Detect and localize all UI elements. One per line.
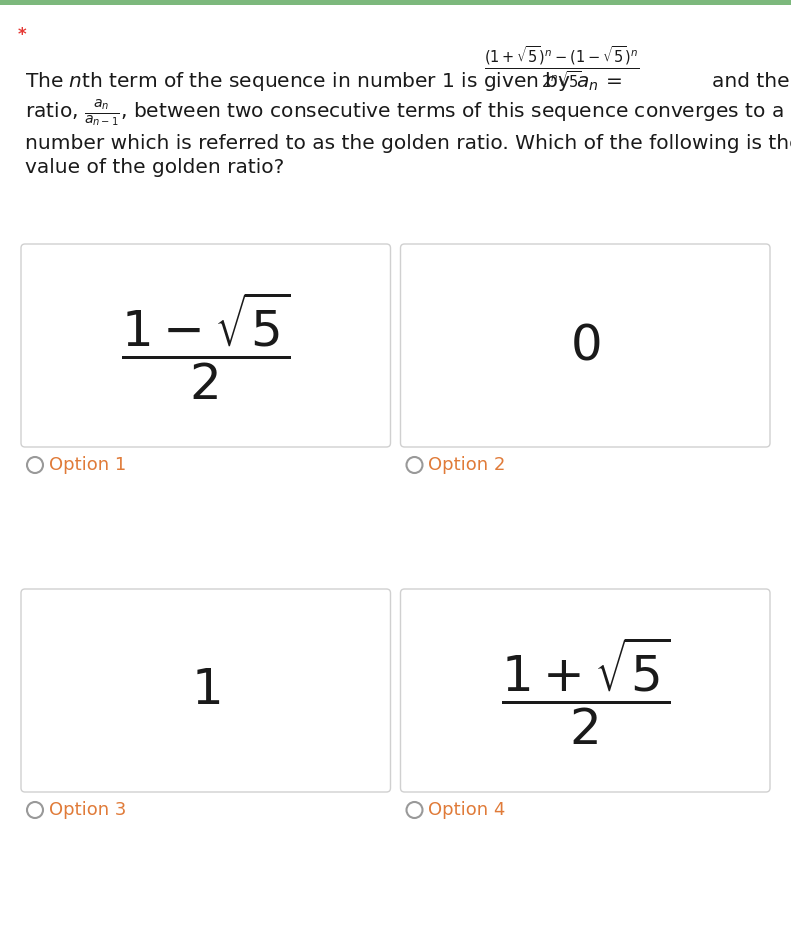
FancyBboxPatch shape [400, 589, 770, 792]
Text: Option 1: Option 1 [49, 456, 127, 474]
Text: $0$: $0$ [570, 321, 600, 369]
Text: Option 4: Option 4 [429, 801, 506, 819]
Text: The $n$th term of the sequence in number 1 is given by $a_n\,=$: The $n$th term of the sequence in number… [25, 70, 622, 93]
FancyBboxPatch shape [21, 244, 391, 447]
Text: *: * [18, 26, 27, 44]
FancyBboxPatch shape [21, 589, 391, 792]
Text: Option 3: Option 3 [49, 801, 127, 819]
Bar [0, 0, 791, 5]
Text: ratio, $\frac{a_n}{a_{n-1}}$, between two consecutive terms of this sequence con: ratio, $\frac{a_n}{a_{n-1}}$, between tw… [25, 97, 791, 129]
Text: $\dfrac{1+\sqrt{5}}{2}$: $\dfrac{1+\sqrt{5}}{2}$ [501, 634, 670, 746]
Text: number which is referred to as the golden ratio. Which of the following is the e: number which is referred to as the golde… [25, 134, 791, 153]
FancyBboxPatch shape [400, 244, 770, 447]
Text: $1$: $1$ [191, 667, 221, 715]
Text: $\dfrac{(1+\sqrt{5})^n-(1-\sqrt{5})^n}{2^n\sqrt{5}}$: $\dfrac{(1+\sqrt{5})^n-(1-\sqrt{5})^n}{2… [484, 44, 639, 90]
Text: $\dfrac{1-\sqrt{5}}{2}$: $\dfrac{1-\sqrt{5}}{2}$ [121, 289, 290, 402]
Text: value of the golden ratio?: value of the golden ratio? [25, 158, 284, 177]
Text: Option 2: Option 2 [429, 456, 506, 474]
Text: and the: and the [712, 72, 789, 91]
